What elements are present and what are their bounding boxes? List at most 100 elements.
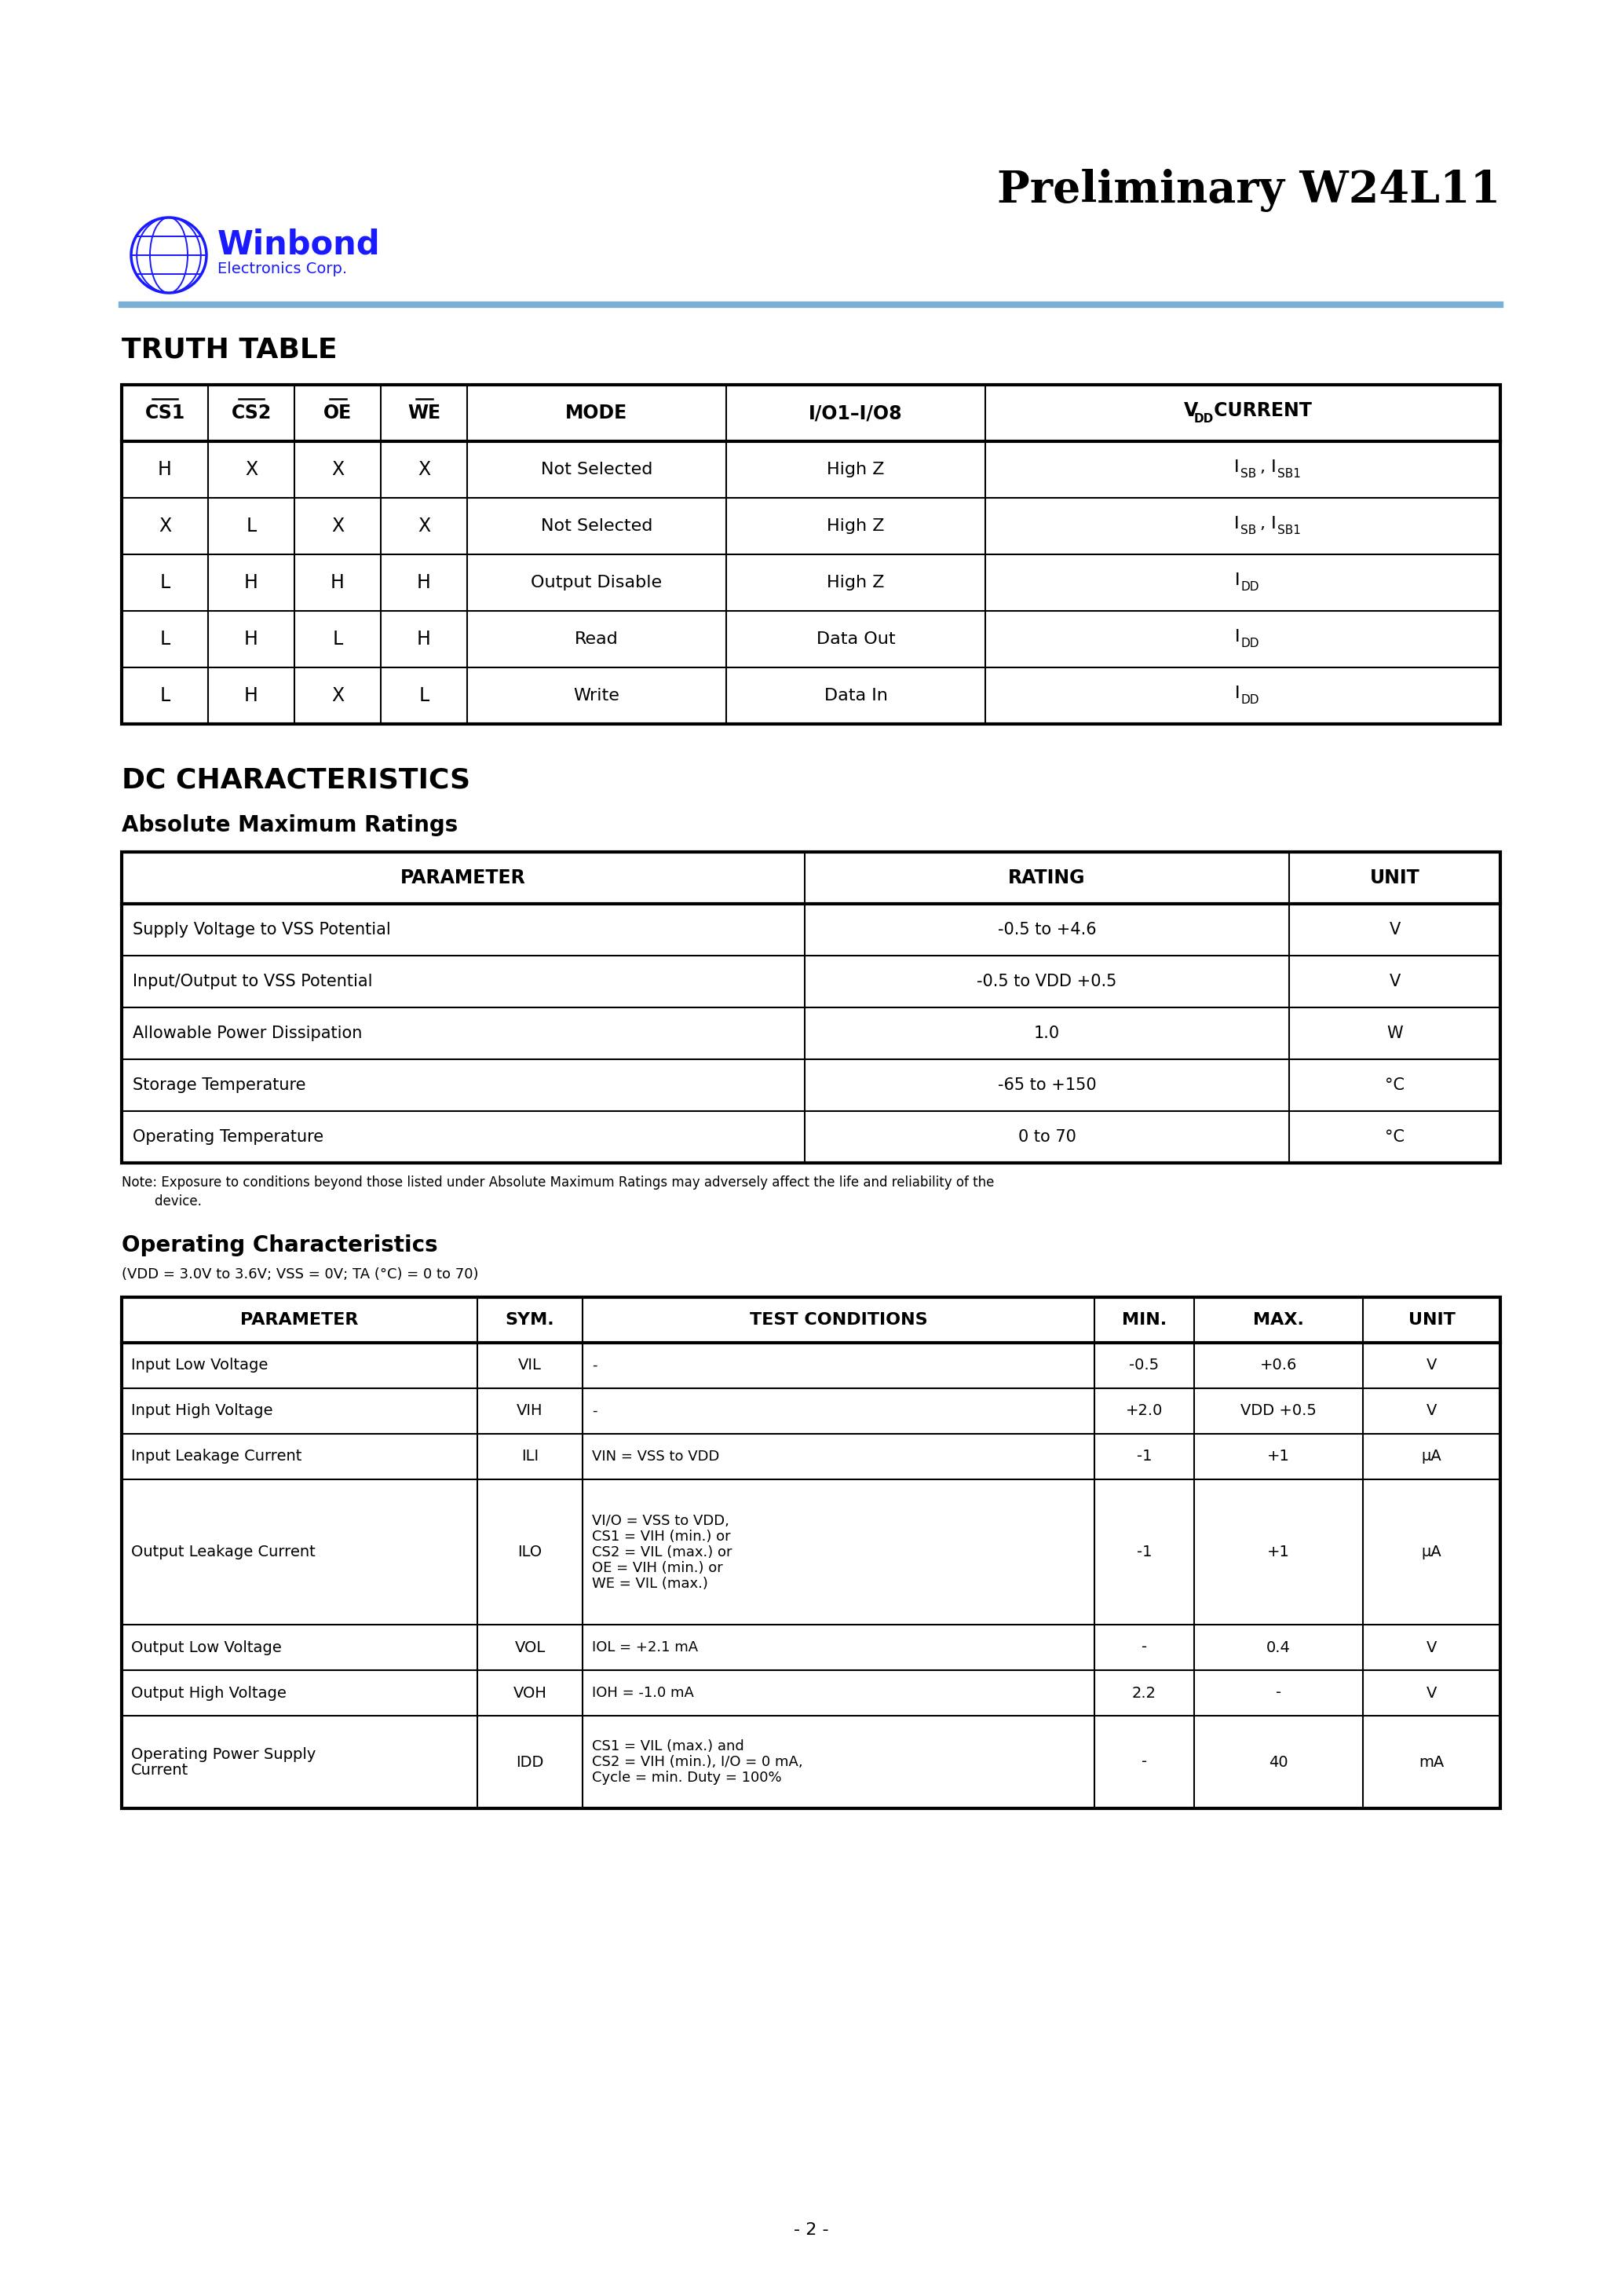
Text: I: I [1234, 629, 1239, 645]
Text: VOL: VOL [514, 1639, 545, 1655]
Text: +0.6: +0.6 [1260, 1357, 1298, 1373]
Text: 1.0: 1.0 [1033, 1026, 1059, 1040]
Text: WE = VIL (max.): WE = VIL (max.) [592, 1577, 709, 1591]
Text: DD: DD [1241, 581, 1260, 592]
Text: CS2 = VIL (max.) or: CS2 = VIL (max.) or [592, 1545, 732, 1559]
Text: MIN.: MIN. [1122, 1311, 1166, 1327]
Text: X: X [331, 459, 344, 480]
Text: -: - [1142, 1639, 1147, 1655]
Text: Cycle = min. Duty = 100%: Cycle = min. Duty = 100% [592, 1770, 782, 1784]
Text: VIN = VSS to VDD: VIN = VSS to VDD [592, 1449, 720, 1463]
Text: MODE: MODE [566, 404, 628, 422]
Text: MAX.: MAX. [1254, 1311, 1304, 1327]
Text: L: L [159, 574, 170, 592]
Text: Note: Exposure to conditions beyond those listed under Absolute Maximum Ratings : Note: Exposure to conditions beyond thos… [122, 1176, 994, 1189]
Text: Data Out: Data Out [816, 631, 895, 647]
Text: -1: -1 [1137, 1449, 1152, 1465]
Text: IOH = -1.0 mA: IOH = -1.0 mA [592, 1685, 694, 1699]
Text: CS1 = VIH (min.) or: CS1 = VIH (min.) or [592, 1529, 730, 1543]
Text: I: I [1234, 572, 1239, 588]
Text: Allowable Power Dissipation: Allowable Power Dissipation [133, 1026, 362, 1040]
Text: Storage Temperature: Storage Temperature [133, 1077, 307, 1093]
Text: X: X [245, 459, 258, 480]
Text: -: - [1142, 1754, 1147, 1770]
Text: -0.5 to VDD +0.5: -0.5 to VDD +0.5 [976, 974, 1118, 990]
Text: H: H [417, 629, 431, 647]
Text: H: H [331, 574, 344, 592]
Text: V: V [1426, 1685, 1437, 1701]
Text: °C: °C [1385, 1077, 1405, 1093]
Text: μA: μA [1421, 1545, 1442, 1559]
Text: DD: DD [1241, 638, 1260, 650]
Text: VIL: VIL [517, 1357, 542, 1373]
Text: DC CHARACTERISTICS: DC CHARACTERISTICS [122, 767, 470, 794]
Text: X: X [159, 517, 172, 535]
Text: V: V [1184, 402, 1199, 420]
Text: PARAMETER: PARAMETER [240, 1311, 358, 1327]
Text: WE: WE [407, 404, 441, 422]
Text: IDD: IDD [516, 1754, 543, 1770]
Text: H: H [417, 574, 431, 592]
Text: Output Leakage Current: Output Leakage Current [131, 1545, 315, 1559]
Text: -: - [1277, 1685, 1281, 1701]
Text: High Z: High Z [827, 461, 884, 478]
Text: CURRENT: CURRENT [1207, 402, 1312, 420]
Text: V: V [1426, 1403, 1437, 1419]
Text: IOL = +2.1 mA: IOL = +2.1 mA [592, 1639, 697, 1655]
Text: UNIT: UNIT [1408, 1311, 1455, 1327]
Text: H: H [245, 629, 258, 647]
Text: Output Disable: Output Disable [530, 574, 662, 590]
Text: +1: +1 [1267, 1545, 1289, 1559]
Text: Preliminary W24L11: Preliminary W24L11 [998, 170, 1500, 211]
Text: ILI: ILI [521, 1449, 539, 1465]
Text: CS2 = VIH (min.), I/O = 0 mA,: CS2 = VIH (min.), I/O = 0 mA, [592, 1754, 803, 1770]
Text: , I: , I [1260, 459, 1277, 475]
Text: TEST CONDITIONS: TEST CONDITIONS [749, 1311, 928, 1327]
Text: I: I [1234, 517, 1239, 533]
Text: L: L [159, 629, 170, 647]
Text: H: H [245, 574, 258, 592]
Text: Input/Output to VSS Potential: Input/Output to VSS Potential [133, 974, 373, 990]
Text: - 2 -: - 2 - [793, 2223, 829, 2239]
Text: Operating Temperature: Operating Temperature [133, 1130, 323, 1146]
Text: L: L [333, 629, 342, 647]
Text: CS1 = VIL (max.) and: CS1 = VIL (max.) and [592, 1740, 744, 1754]
Text: X: X [331, 687, 344, 705]
Text: DD: DD [1241, 693, 1260, 707]
Text: Input High Voltage: Input High Voltage [131, 1403, 272, 1419]
Text: UNIT: UNIT [1369, 868, 1419, 886]
Text: Electronics Corp.: Electronics Corp. [217, 262, 347, 278]
Text: VIH: VIH [517, 1403, 543, 1419]
Text: SB: SB [1241, 526, 1257, 537]
Text: (VDD = 3.0V to 3.6V; VSS = 0V; TA (°C) = 0 to 70): (VDD = 3.0V to 3.6V; VSS = 0V; TA (°C) =… [122, 1267, 478, 1281]
Text: μA: μA [1421, 1449, 1442, 1465]
Text: SB1: SB1 [1278, 468, 1301, 480]
Text: L: L [247, 517, 256, 535]
Text: X: X [417, 517, 430, 535]
Text: H: H [245, 687, 258, 705]
Text: 0.4: 0.4 [1267, 1639, 1291, 1655]
Text: 2.2: 2.2 [1132, 1685, 1156, 1701]
Text: , I: , I [1260, 517, 1277, 533]
Bar [122, 1297, 1500, 1809]
Text: I/O1–I/O8: I/O1–I/O8 [809, 404, 903, 422]
Text: VOH: VOH [513, 1685, 547, 1701]
Text: H: H [157, 459, 172, 480]
Text: -65 to +150: -65 to +150 [998, 1077, 1096, 1093]
Text: CS2: CS2 [230, 404, 271, 422]
Text: SB1: SB1 [1278, 526, 1301, 537]
Text: Input Leakage Current: Input Leakage Current [131, 1449, 302, 1465]
Text: VI/O = VSS to VDD,: VI/O = VSS to VDD, [592, 1513, 730, 1527]
Text: Absolute Maximum Ratings: Absolute Maximum Ratings [122, 815, 457, 836]
Text: mA: mA [1419, 1754, 1444, 1770]
Text: I: I [1234, 687, 1239, 700]
Text: OE = VIH (min.) or: OE = VIH (min.) or [592, 1561, 723, 1575]
Text: SYM.: SYM. [506, 1311, 555, 1327]
Text: Not Selected: Not Selected [540, 519, 652, 535]
Text: Operating Power Supply: Operating Power Supply [131, 1747, 316, 1761]
Text: CS1: CS1 [144, 404, 185, 422]
Text: ILO: ILO [517, 1545, 542, 1559]
Text: -1: -1 [1137, 1545, 1152, 1559]
Text: device.: device. [122, 1194, 201, 1208]
Text: +2.0: +2.0 [1126, 1403, 1163, 1419]
